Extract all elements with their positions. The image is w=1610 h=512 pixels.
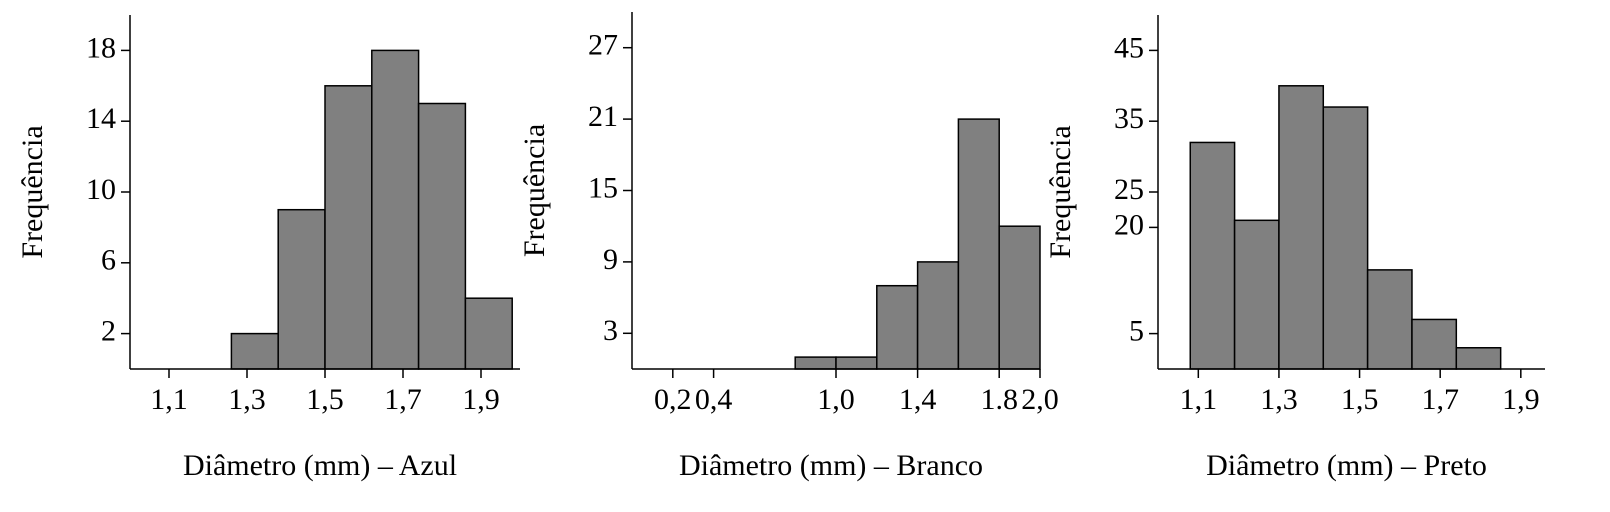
bar xyxy=(1233,219,1280,370)
bar xyxy=(794,356,837,370)
bar xyxy=(324,85,373,370)
y-tick-label: 18 xyxy=(86,31,116,64)
bar xyxy=(277,208,326,370)
x-tick-label: 1,5 xyxy=(306,383,344,416)
x-tick-label: 1,0 xyxy=(817,383,855,416)
x-tick-label: 0,4 xyxy=(695,383,733,416)
bar xyxy=(1411,318,1458,370)
y-tick-label: 35 xyxy=(1114,102,1144,135)
bar xyxy=(1322,106,1369,370)
bar xyxy=(957,118,1000,370)
y-tick-label: 25 xyxy=(1114,173,1144,206)
x-tick-label: 2,0 xyxy=(1021,383,1059,416)
y-axis-title: Frequência xyxy=(16,125,49,258)
y-tick-label: 15 xyxy=(588,171,618,204)
x-tick-label: 1,1 xyxy=(1180,383,1218,416)
x-axis-title: Diâmetro (mm) – Azul xyxy=(183,449,457,482)
y-tick-label: 5 xyxy=(1129,314,1144,347)
y-tick-label: 2 xyxy=(101,314,116,347)
y-tick-label: 9 xyxy=(603,243,618,276)
y-tick-label: 10 xyxy=(86,173,116,206)
bar xyxy=(835,356,878,370)
bar xyxy=(916,261,960,370)
x-tick-label: 1,7 xyxy=(1421,383,1459,416)
bar xyxy=(998,225,1041,370)
bar xyxy=(371,49,420,370)
x-axis-title: Diâmetro (mm) – Preto xyxy=(1206,449,1487,482)
x-tick-label: 1,9 xyxy=(1502,383,1540,416)
y-tick-label: 27 xyxy=(588,29,618,62)
y-tick-label: 14 xyxy=(86,102,116,135)
y-tick-label: 45 xyxy=(1114,31,1144,64)
bar xyxy=(464,297,513,370)
x-tick-label: 1,5 xyxy=(1341,383,1379,416)
bar xyxy=(1278,85,1325,370)
y-axis-title: Frequência xyxy=(518,124,551,257)
x-tick-label: 1,9 xyxy=(462,383,500,416)
bar xyxy=(876,284,919,370)
x-tick-label: 1.8 xyxy=(980,383,1018,416)
bar xyxy=(1455,347,1502,370)
y-tick-label: 3 xyxy=(603,314,618,347)
x-tick-label: 0,2 xyxy=(654,383,692,416)
y-tick-label: 6 xyxy=(101,244,116,277)
bar xyxy=(1366,269,1413,370)
x-tick-label: 1,7 xyxy=(384,383,422,416)
y-tick-label: 20 xyxy=(1114,208,1144,241)
x-axis-title: Diâmetro (mm) – Branco xyxy=(679,449,983,482)
y-tick-label: 21 xyxy=(588,100,618,133)
x-tick-label: 1,3 xyxy=(228,383,266,416)
x-tick-label: 1,4 xyxy=(899,383,937,416)
x-tick-label: 1,1 xyxy=(150,383,188,416)
bar xyxy=(1189,141,1236,370)
y-axis-title: Frequência xyxy=(1044,125,1077,258)
bar xyxy=(230,332,279,370)
x-tick-label: 1,3 xyxy=(1260,383,1298,416)
bar xyxy=(417,102,467,370)
